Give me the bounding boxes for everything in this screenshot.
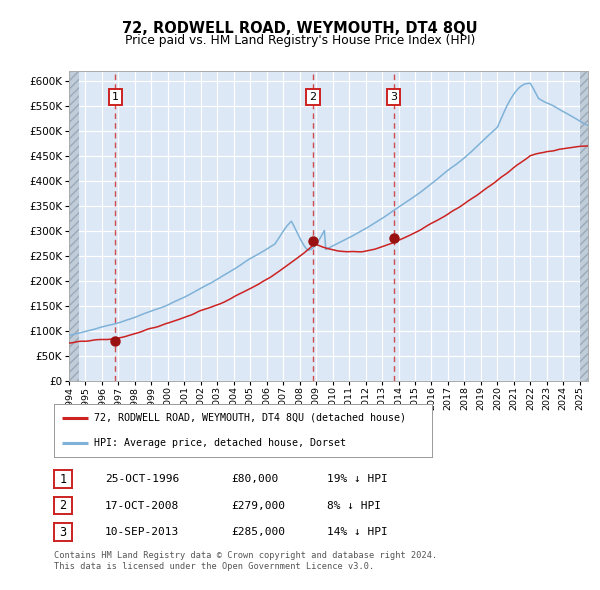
Text: 1: 1 (112, 92, 119, 102)
Text: 2: 2 (59, 499, 67, 512)
Text: 14% ↓ HPI: 14% ↓ HPI (327, 527, 388, 537)
Text: 8% ↓ HPI: 8% ↓ HPI (327, 501, 381, 510)
Bar (580, 71, 588, 381)
Text: £80,000: £80,000 (231, 474, 278, 484)
Text: 72, RODWELL ROAD, WEYMOUTH, DT4 8QU: 72, RODWELL ROAD, WEYMOUTH, DT4 8QU (122, 21, 478, 35)
Text: Contains HM Land Registry data © Crown copyright and database right 2024.: Contains HM Land Registry data © Crown c… (54, 552, 437, 560)
Text: HPI: Average price, detached house, Dorset: HPI: Average price, detached house, Dors… (94, 438, 346, 448)
Text: 25-OCT-1996: 25-OCT-1996 (105, 474, 179, 484)
Text: Price paid vs. HM Land Registry's House Price Index (HPI): Price paid vs. HM Land Registry's House … (125, 34, 475, 47)
Text: 3: 3 (59, 526, 67, 539)
Bar (69, 71, 79, 381)
Text: This data is licensed under the Open Government Licence v3.0.: This data is licensed under the Open Gov… (54, 562, 374, 571)
Text: 10-SEP-2013: 10-SEP-2013 (105, 527, 179, 537)
Text: 2: 2 (309, 92, 316, 102)
Text: 17-OCT-2008: 17-OCT-2008 (105, 501, 179, 510)
Text: £285,000: £285,000 (231, 527, 285, 537)
Text: 72, RODWELL ROAD, WEYMOUTH, DT4 8QU (detached house): 72, RODWELL ROAD, WEYMOUTH, DT4 8QU (det… (94, 413, 406, 423)
Text: £279,000: £279,000 (231, 501, 285, 510)
Text: 19% ↓ HPI: 19% ↓ HPI (327, 474, 388, 484)
Text: 1: 1 (59, 473, 67, 486)
Text: 3: 3 (390, 92, 397, 102)
